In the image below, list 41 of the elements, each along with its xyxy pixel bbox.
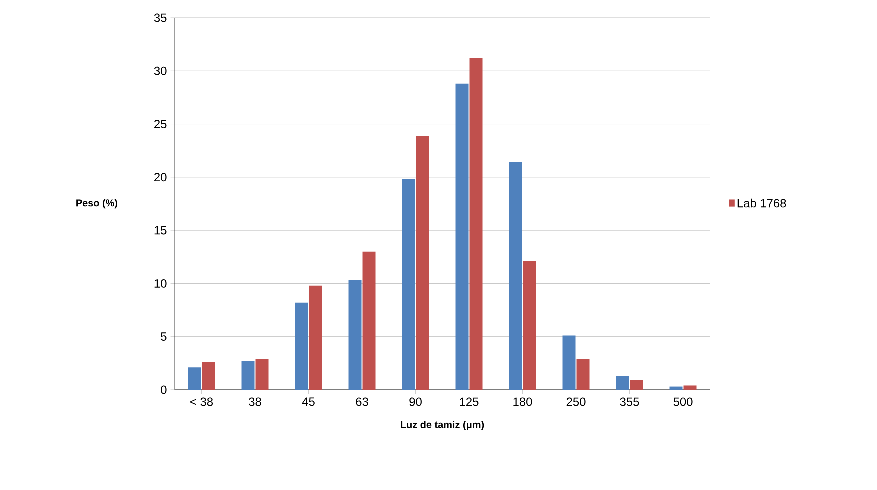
legend-label: Lab 1768 [738,198,786,208]
y-tick-label: 15 [154,226,167,235]
bar [456,84,469,390]
x-tick-label: 38 [249,398,262,406]
bar [630,380,644,390]
y-tick-label: 5 [161,332,167,342]
x-tick-label: 180 [514,398,532,406]
x-tick-label: 90 [410,398,422,406]
bar [348,280,362,390]
bar [188,368,202,390]
bar [256,359,269,390]
y-tick-label: 35 [154,14,167,22]
bar [509,162,522,390]
y-axis-title: Peso (%) [76,199,118,209]
x-tick-label: 125 [460,398,479,406]
y-tick-label: 25 [154,120,167,128]
bar [295,302,308,390]
y-tick-label: 0 [161,386,167,394]
bar [684,386,697,390]
bar [362,252,376,390]
bar [470,58,483,390]
x-tick-label: 45 [302,398,315,406]
bar [202,362,216,390]
y-tick-label: 20 [154,173,167,182]
x-tick-label: < 38 [190,398,214,406]
bar [616,376,630,390]
x-tick-label: 63 [356,398,368,406]
bar [402,180,416,390]
y-tick-label: 30 [154,66,167,76]
x-axis-title: Luz de tamiz (μm) [401,421,484,430]
y-tick-label: 10 [154,279,167,288]
bar [242,361,255,390]
x-tick-label: 355 [620,398,640,406]
x-tick-label: 500 [674,398,693,406]
bar [523,261,536,390]
bar [562,336,576,390]
bar [670,386,683,390]
bar [416,136,430,390]
bar [576,359,590,390]
x-tick-label: 250 [566,398,586,406]
bar [309,286,322,390]
